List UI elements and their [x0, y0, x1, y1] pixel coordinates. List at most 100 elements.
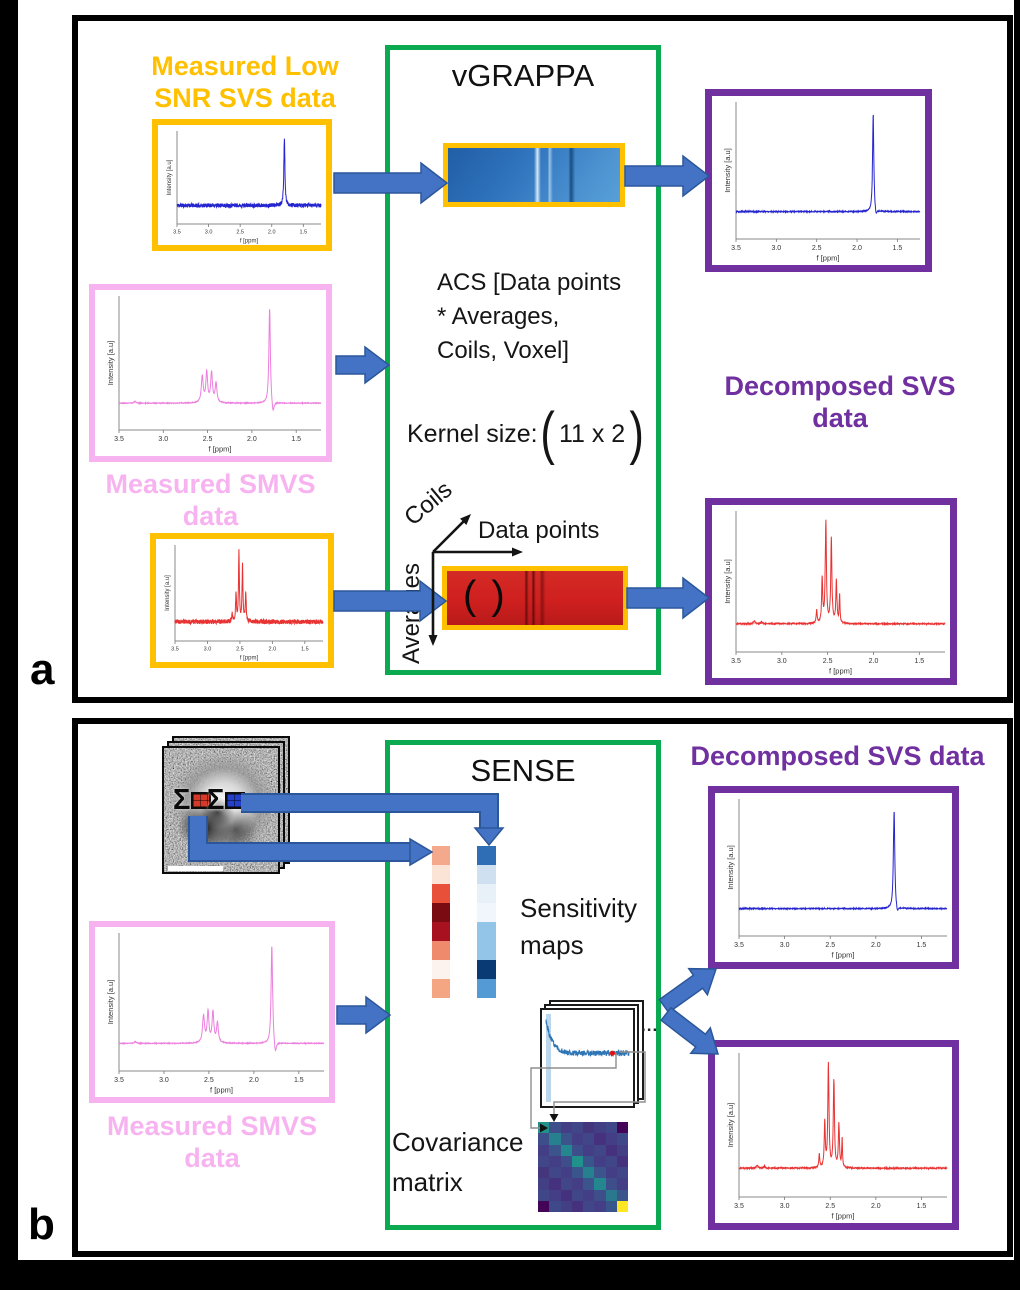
- covariance-cell: [583, 1144, 595, 1156]
- sensitivity-cell: [432, 846, 450, 865]
- covariance-cell: [605, 1122, 617, 1134]
- covariance-cell: [560, 1133, 572, 1145]
- svg-text:f [ppm]: f [ppm]: [832, 951, 855, 960]
- covariance-cell: [594, 1144, 606, 1156]
- svg-text:f [ppm]: f [ppm]: [240, 656, 259, 662]
- covariance-cell: [549, 1200, 561, 1212]
- panel-b-letter: b: [28, 1200, 55, 1249]
- svg-text:3.0: 3.0: [205, 230, 213, 236]
- sensitivity-cell: [477, 960, 496, 979]
- covariance-cell: [605, 1189, 617, 1201]
- svg-text:2.5: 2.5: [236, 230, 244, 236]
- spectrum-red-clean-b: 3.5 3.0 2.5 2.0 1.5 Intensity [a.u] f [ppm]: [715, 1047, 952, 1223]
- svg-text:3.5: 3.5: [114, 1077, 124, 1084]
- sigma-red-icon: Σ: [173, 784, 191, 816]
- sensitivity-cell: [477, 941, 496, 960]
- acs-dimensions-text: ACS [Data points * Averages, Coils, Voxel]: [437, 269, 622, 364]
- kernel-size-row: Kernel size: ( 11 x 2 ): [407, 404, 647, 462]
- covariance-cell: [594, 1200, 606, 1212]
- sensitivity-cell: [432, 903, 450, 922]
- sensitivity-cell: [432, 960, 450, 979]
- covariance-cell: [594, 1167, 606, 1179]
- plot-decomposed-blue-b: 3.5 3.0 2.5 2.0 1.5 Intensity [a.u] f [ppm]: [708, 786, 959, 969]
- red-voxel-grid-icon: [191, 792, 212, 809]
- svg-text:f [ppm]: f [ppm]: [210, 1086, 233, 1095]
- svg-text:Intensity [a.u]: Intensity [a.u]: [726, 845, 735, 890]
- svg-text:1.5: 1.5: [914, 658, 924, 665]
- svg-text:2.0: 2.0: [869, 658, 879, 665]
- spectrum-pink-smvs-a: 3.5 3.0 2.5 2.0 1.5 Intensity [a.u] f [ppm]: [95, 290, 326, 456]
- covariance-cell: [571, 1178, 583, 1190]
- svg-text:f [ppm]: f [ppm]: [829, 667, 852, 676]
- covariance-cell: [538, 1167, 550, 1179]
- plot-decomposed-red-a: 3.5 3.0 2.5 2.0 1.5 Intensity [a.u] f [ppm]: [705, 498, 957, 685]
- covariance-cell: [538, 1178, 550, 1190]
- covariance-cell: [549, 1122, 561, 1134]
- covariance-cell: [616, 1189, 628, 1201]
- fid-curve: [542, 1010, 633, 1106]
- svg-text:Intensity [a.u]: Intensity [a.u]: [723, 148, 732, 193]
- plot-decomposed-red-b: 3.5 3.0 2.5 2.0 1.5 Intensity [a.u] f [ppm]: [708, 1040, 959, 1230]
- svg-text:3.5: 3.5: [731, 245, 741, 252]
- svg-text:Intensity [a.u]: Intensity [a.u]: [726, 1103, 735, 1148]
- svg-text:3.0: 3.0: [780, 1203, 790, 1210]
- svg-text:2.0: 2.0: [871, 1203, 881, 1210]
- kernel-size-label: Kernel size:: [407, 419, 538, 448]
- covariance-cell: [571, 1167, 583, 1179]
- covariance-cell: [594, 1122, 606, 1134]
- svg-text:3.5: 3.5: [114, 436, 124, 443]
- spectrum-blue-clean-a: 3.5 3.0 2.5 2.0 1.5 Intensity [a.u] f [ppm]: [712, 96, 925, 265]
- spectrum-red-measured: 3.5 3.0 2.5 2.0 1.5 Intensity [a.u] f [ppm]: [156, 539, 328, 662]
- sum-red-voxel: Σ: [173, 784, 212, 816]
- covariance-cell: [571, 1189, 583, 1201]
- covariance-cell: [583, 1178, 595, 1190]
- svg-text:3.0: 3.0: [777, 658, 787, 665]
- covariance-cell: [538, 1144, 550, 1156]
- sensitivity-cell: [432, 941, 450, 960]
- covariance-cell: [594, 1133, 606, 1145]
- plot-measured-smvs-b: 3.5 3.0 2.5 2.0 1.5 Intensity [a.u] f [ppm]: [89, 921, 335, 1103]
- plot-decomposed-blue-a: 3.5 3.0 2.5 2.0 1.5 Intensity [a.u] f [ppm]: [705, 89, 932, 272]
- covariance-cell: [560, 1189, 572, 1201]
- spectrum-blue-measured: 3.5 3.0 2.5 2.0 1.5 Intensity [a.u] f [ppm]: [158, 125, 326, 245]
- vgrappa-title: vGRAPPA: [451, 58, 595, 93]
- panel-a-letter: a: [30, 645, 55, 694]
- svg-text:2.5: 2.5: [203, 436, 213, 443]
- svg-text:1.5: 1.5: [301, 647, 309, 653]
- svg-text:3.0: 3.0: [159, 1077, 169, 1084]
- svg-text:Intensity [a.u]: Intensity [a.u]: [723, 559, 732, 604]
- label-measured-smvs-a: Measured SMVS data: [105, 469, 316, 532]
- blue-voxel-grid-icon: [225, 792, 246, 809]
- svg-text:Intensity [a.u]: Intensity [a.u]: [165, 575, 171, 611]
- covariance-cell: [549, 1144, 561, 1156]
- svg-text:2.0: 2.0: [249, 1077, 259, 1084]
- svg-text:2.5: 2.5: [812, 245, 822, 252]
- covariance-cell: [538, 1189, 550, 1201]
- covariance-cell: [605, 1155, 617, 1167]
- svg-text:2.5: 2.5: [204, 1077, 214, 1084]
- label-covariance-matrix: Covariance matrix: [392, 1127, 524, 1197]
- covariance-cell: [583, 1167, 595, 1179]
- svg-text:2.5: 2.5: [823, 658, 833, 665]
- sensitivity-cell: [477, 884, 496, 903]
- sum-blue-voxel: Σ: [207, 786, 246, 815]
- covariance-cell: [583, 1155, 595, 1167]
- sensitivity-cell: [432, 865, 450, 884]
- svg-text:1.5: 1.5: [299, 230, 307, 236]
- sensitivity-column-blue: [477, 846, 496, 998]
- kernel-brackets: ( ): [463, 573, 507, 618]
- covariance-cell: [560, 1155, 572, 1167]
- svg-text:3.0: 3.0: [204, 647, 212, 653]
- svg-text:3.5: 3.5: [173, 230, 181, 236]
- label-measured-smvs-b: Measured SMVS data: [106, 1111, 318, 1174]
- svg-text:2.5: 2.5: [236, 647, 244, 653]
- label-decomposed-b: Decomposed SVS data: [690, 741, 985, 771]
- spectrum-red-clean-a: 3.5 3.0 2.5 2.0 1.5 Intensity [a.u] f [ppm]: [712, 505, 950, 678]
- covariance-matrix: [538, 1122, 628, 1212]
- sensitivity-cell: [477, 979, 496, 998]
- covariance-cell: [583, 1133, 595, 1145]
- svg-text:3.0: 3.0: [780, 942, 790, 949]
- covariance-cell: [560, 1167, 572, 1179]
- sensitivity-cell: [477, 922, 496, 941]
